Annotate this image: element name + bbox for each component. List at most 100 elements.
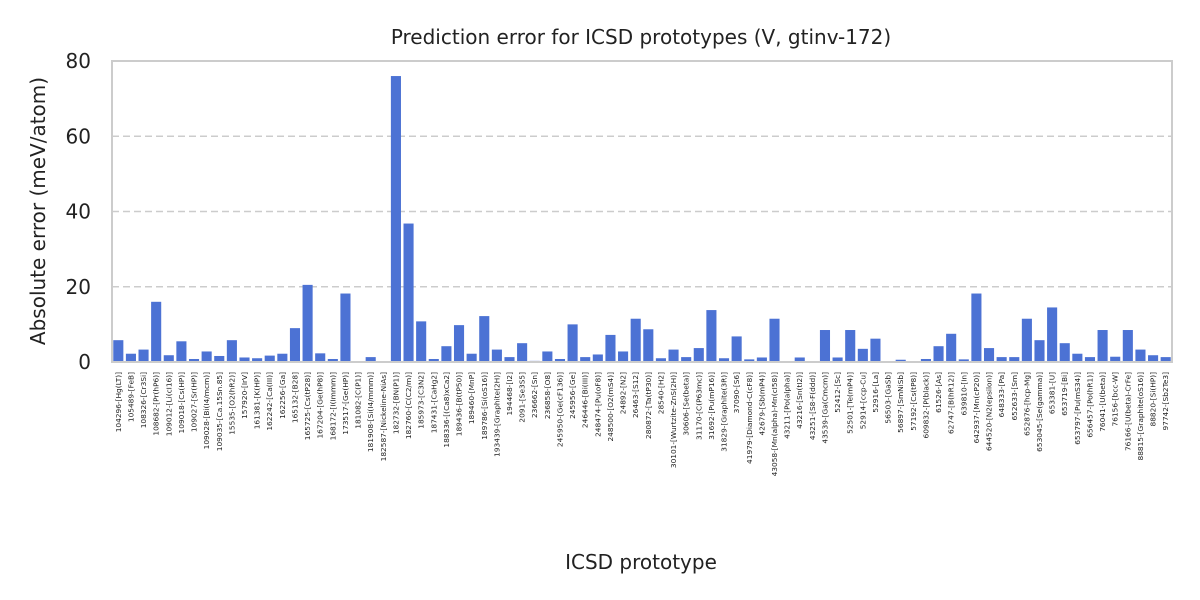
x-tick-label: 181908-[Si(I4/mmm)] [366, 372, 375, 452]
bar [655, 358, 666, 362]
bar [693, 348, 704, 362]
x-tick-label: 76156-[bcc-W] [1111, 372, 1120, 427]
x-tick-label: 30101-[Wurtzite-ZnS(2H)] [669, 372, 678, 468]
x-tick-label: 185973-[C3N2] [417, 372, 426, 429]
bar [403, 223, 414, 362]
bar [504, 357, 515, 362]
bar [819, 330, 831, 362]
bar [176, 341, 187, 362]
bar [933, 346, 944, 362]
x-tick-label: 43251-[S8-F(ddd)] [808, 372, 817, 440]
bar [1097, 330, 1108, 362]
bar [870, 338, 881, 362]
bar [239, 357, 250, 362]
x-tick-label: 28540-[H2] [656, 372, 665, 414]
x-tick-label: 43539-[Ga(Cmcm)] [820, 372, 829, 444]
x-tick-label: 52501-[Te(mP4)] [846, 372, 855, 434]
x-tick-label: 24892-[N2] [619, 372, 628, 414]
bar [453, 325, 465, 362]
x-tick-label: 181082-[C(P1)] [354, 372, 363, 429]
x-tick-label: 193439-[Graphite(2H)] [492, 372, 501, 457]
x-tick-label: 653719-[Bi] [1060, 372, 1069, 416]
bar [1059, 343, 1070, 362]
bar [832, 357, 843, 362]
x-tick-label: 109028-[Bi(I4/mcm)] [202, 372, 211, 449]
x-tick-label: 168172-[I(Immm)] [328, 372, 337, 440]
bar [390, 76, 401, 363]
y-axis-label: Absolute error (meV/atom) [26, 77, 50, 345]
bar [517, 343, 528, 362]
bar [643, 329, 654, 362]
x-tick-label: 642937-[Mn(cP20)] [972, 372, 981, 444]
bar [214, 355, 225, 362]
x-tick-label: 162256-[Ga] [278, 372, 287, 419]
bar [845, 330, 856, 362]
y-tick-label: 20 [66, 275, 91, 299]
x-tick-label: 52916-[La] [871, 372, 880, 413]
grid-lines [112, 135, 1172, 288]
x-tick-label: 43058-[Mn(alpha)-Mn(cI58)] [770, 372, 779, 477]
x-tick-label: 31692-[Pu(mP16)] [707, 372, 716, 440]
x-tick-label: 187431-[CaHg2] [429, 372, 438, 433]
bar [630, 318, 641, 362]
x-tick-label: 42679-[Sb(mP4)] [757, 372, 766, 436]
bar [441, 346, 452, 362]
bar [479, 316, 490, 362]
x-tick-label: 105489-[FeB] [126, 372, 135, 422]
bar [946, 333, 957, 362]
x-tick-label: 104296-[Hg(LT)] [114, 372, 123, 432]
bar [1135, 349, 1146, 362]
y-tick-labels: 0 20 40 60 80 [66, 49, 91, 374]
bar [1148, 355, 1159, 362]
x-tick-label: 165725-[Cs(tP28)] [303, 372, 312, 440]
x-tick-label: 236662-[Sn] [530, 372, 539, 418]
x-tick-label: 52412-[Sc] [833, 372, 842, 413]
x-tick-label: 165132-[B28] [290, 372, 299, 423]
bar [1072, 353, 1083, 362]
x-tick-label: 652876-[hcp-Mg] [1022, 372, 1031, 436]
x-tick-label: 88815-[Graphite(oS16)] [1136, 372, 1145, 461]
bar [491, 349, 502, 362]
x-tick-label: 167204-[Ge(hP8)] [316, 372, 325, 439]
bar [277, 353, 288, 362]
x-tick-label: 639810-[In] [959, 372, 968, 416]
x-tick-label: 189786-[Si(oS16)] [480, 372, 489, 440]
bar [416, 321, 427, 362]
x-tick-label: 653381-[U] [1048, 372, 1057, 414]
bar [668, 349, 679, 362]
bar [428, 358, 439, 362]
x-tick-label: 109035-[Ca.15Sn.85] [215, 372, 224, 451]
bar [996, 357, 1007, 362]
bar [756, 357, 767, 362]
x-tick-label: 76166-[U(beta)-CrFe] [1123, 372, 1132, 451]
bar [744, 359, 755, 362]
bars [113, 76, 1171, 363]
bar [188, 358, 200, 362]
bar [567, 324, 578, 362]
x-tick-label: 56897-[SmNiSb] [896, 372, 905, 433]
x-tick-label: 189436-[B(tP50)] [455, 372, 464, 436]
x-tick-label: 162242-[Ca(III)] [265, 372, 274, 431]
x-tick-label: 15535-[O2(hR2)] [227, 372, 236, 435]
x-tick-label: 108682-[Pr(hP6)] [152, 372, 161, 436]
x-tick-label: 652633-[Sm] [1010, 372, 1019, 421]
x-tick-label: 609832-[P(black)] [921, 372, 930, 439]
x-tick-label: 236858-[O8] [543, 372, 552, 419]
x-tick-label: 653045-[Se(gamma)] [1035, 372, 1044, 452]
bar [264, 355, 275, 362]
x-tick-label: 246446-[Bi(III)] [581, 372, 590, 428]
x-tick-label: 248500-[O2(mS4)] [606, 372, 615, 442]
bar [340, 293, 351, 362]
bar [971, 293, 982, 362]
x-tick-label: 109012-[Li(cI16)] [164, 372, 173, 436]
x-tick-label: 56503-[GaSb] [884, 372, 893, 424]
bar [542, 351, 553, 362]
x-tick-label: 248474-[Pu(oF8)] [593, 372, 602, 437]
bar [958, 359, 969, 362]
x-tick-label: 31829-[Graphite(3R)] [720, 372, 729, 452]
bar [252, 358, 263, 362]
bar [1122, 330, 1133, 362]
bar [151, 301, 162, 362]
y-tick-label: 80 [66, 49, 91, 73]
